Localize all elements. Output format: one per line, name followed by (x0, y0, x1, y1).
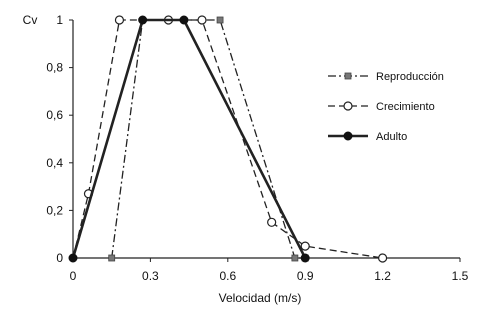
y-tick-label: 0,8 (46, 61, 63, 75)
x-tick-label: 1.2 (374, 269, 391, 283)
axes: 0 0,2 0,4 0,6 0,8 1 0 0.3 0.6 0.9 1.2 1.5 (46, 13, 468, 283)
legend-label: Adulto (376, 131, 407, 143)
legend-label: Crecimiento (376, 101, 435, 113)
data-point (300, 253, 310, 263)
data-point (108, 254, 116, 262)
x-axis-title: Velocidad (m/s) (219, 291, 302, 305)
legend: Reproducción Crecimiento Adulto (328, 71, 444, 143)
legend-marker (343, 101, 353, 111)
legend-label: Reproducción (376, 71, 444, 83)
x-tick-label: 0 (70, 269, 77, 283)
data-point (216, 16, 224, 24)
series-2 (68, 15, 310, 263)
x-tick-label: 0.9 (297, 269, 314, 283)
data-point (300, 241, 310, 251)
legend-marker (344, 72, 352, 80)
y-tick-label: 0,6 (46, 108, 63, 122)
y-tick-label: 0,2 (46, 203, 63, 217)
series-line (71, 18, 307, 259)
data-point (114, 15, 125, 25)
series-line (72, 19, 383, 259)
legend-marker (343, 131, 353, 141)
x-tick-label: 0.6 (219, 269, 236, 283)
data-point (138, 15, 148, 25)
series-1 (72, 15, 388, 263)
x-tick-label: 1.5 (452, 269, 469, 283)
y-axis-title: Cv (23, 13, 38, 27)
data-point (68, 253, 78, 263)
y-tick-label: 0 (56, 251, 63, 265)
x-tick-label: 0.3 (142, 269, 159, 283)
series-layer (68, 15, 388, 263)
data-point (197, 15, 207, 25)
data-point (267, 217, 277, 227)
data-point (179, 15, 189, 25)
data-point (378, 253, 388, 263)
y-tick-label: 1 (56, 13, 63, 27)
series-0 (108, 16, 309, 262)
y-tick-label: 0,4 (46, 156, 63, 170)
data-point (291, 254, 299, 262)
